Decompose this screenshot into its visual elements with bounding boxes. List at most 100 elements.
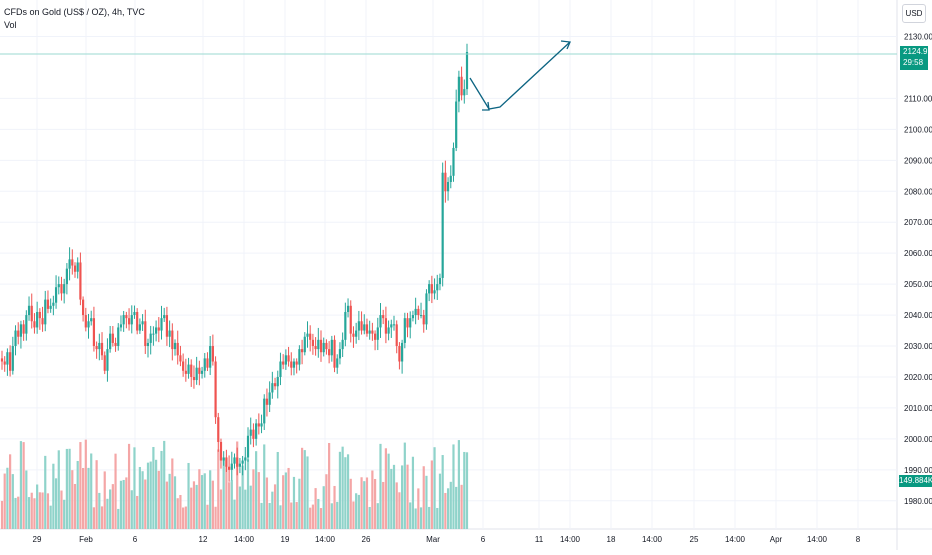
volume-bar — [225, 465, 228, 529]
volume-bar — [119, 480, 123, 529]
currency-button[interactable]: USD — [902, 4, 926, 23]
candle-body — [233, 457, 236, 464]
volume-bar — [273, 484, 277, 529]
volume-bar — [184, 506, 187, 529]
candle-body — [63, 284, 66, 294]
candle-body — [455, 101, 458, 148]
candle-body — [238, 463, 242, 467]
volume-bar — [122, 479, 125, 529]
candle-body — [465, 52, 469, 90]
time-tick-label: Feb — [79, 535, 93, 544]
volume-bar — [419, 507, 423, 529]
volume-bar — [82, 467, 85, 529]
candle-body — [325, 342, 328, 350]
volume-bar — [436, 507, 439, 529]
time-tick-label: 25 — [690, 535, 699, 544]
candles — [0, 43, 469, 482]
volume-bar — [127, 443, 131, 529]
volume-bar — [79, 442, 82, 529]
candle-body — [100, 342, 104, 356]
candle-body — [114, 342, 117, 347]
volume-bar — [182, 507, 185, 529]
candle-body — [395, 324, 398, 347]
candle-body — [452, 147, 455, 176]
volume-bar — [133, 447, 136, 529]
volume-bar — [230, 480, 233, 529]
volume-bar — [460, 484, 463, 529]
candle-body — [311, 339, 315, 347]
candle-body — [203, 358, 206, 371]
time-tick-label: 6 — [133, 535, 138, 544]
candle-body — [163, 315, 166, 319]
candle-body — [328, 349, 331, 356]
candle-body — [209, 346, 212, 368]
candle-body — [422, 315, 425, 325]
candle-body — [154, 327, 158, 334]
volume-bar — [160, 450, 163, 529]
volume-bar — [54, 478, 58, 529]
candle-body — [246, 435, 250, 458]
candle-body — [11, 346, 14, 371]
candle-body — [260, 423, 263, 427]
volume-bar — [144, 479, 147, 529]
candle-body — [119, 324, 123, 328]
candle-body — [349, 305, 352, 334]
candle-body — [117, 327, 120, 347]
volume-bar — [319, 508, 323, 529]
bar-countdown: 29:58 — [903, 58, 924, 67]
volume-bar — [284, 472, 287, 529]
candle-body — [84, 315, 87, 328]
volume-bar — [349, 478, 352, 529]
candle-body — [214, 361, 217, 418]
volume-bar — [333, 485, 336, 529]
price-tick-label: 1990.00 — [904, 466, 932, 475]
candle-body — [173, 342, 177, 350]
volume-bar — [60, 490, 63, 529]
candle-body — [417, 308, 420, 316]
volume-bar — [106, 498, 109, 529]
candle-body — [446, 181, 450, 192]
volume-bar — [90, 453, 93, 529]
candle-body — [236, 457, 239, 467]
candle-body — [314, 346, 317, 350]
volume-bar — [19, 441, 23, 529]
volume-bar — [425, 475, 428, 529]
candle-body — [192, 376, 196, 381]
volume-bar — [195, 484, 198, 529]
candle-body — [411, 315, 415, 319]
volume-bar — [27, 497, 31, 529]
candle-body — [425, 293, 428, 325]
volume-bar — [465, 452, 469, 529]
candle-body — [103, 355, 106, 371]
candle-body — [373, 333, 377, 340]
volume-bar — [36, 484, 39, 529]
candle-body — [271, 383, 274, 393]
volume-bar — [179, 494, 182, 529]
price-tick-label: 2040.00 — [904, 311, 932, 320]
candle-body — [360, 321, 363, 331]
volume-bar — [387, 453, 390, 529]
volume-bar — [317, 498, 320, 529]
last-price-tag: 2124.91 29:58 — [900, 46, 932, 70]
volume-bar — [330, 503, 333, 529]
volume-bar — [295, 502, 298, 529]
candle-body — [73, 265, 77, 272]
volume-bar — [238, 486, 242, 529]
volume-bar — [371, 470, 374, 529]
volume-bar — [287, 467, 290, 529]
volume-bar — [187, 462, 190, 529]
candle-body — [300, 349, 304, 353]
candle-body — [217, 417, 220, 442]
time-tick-label: 14:00 — [234, 535, 255, 544]
candle-body — [371, 330, 374, 334]
candle-body — [90, 318, 93, 322]
candle-body — [160, 318, 163, 331]
candle-body — [438, 277, 442, 285]
volume-bar — [222, 457, 225, 529]
candle-body — [287, 355, 290, 362]
volume-bar — [171, 458, 174, 529]
volume-label: Vol — [4, 20, 17, 30]
volume-bar — [303, 450, 306, 529]
